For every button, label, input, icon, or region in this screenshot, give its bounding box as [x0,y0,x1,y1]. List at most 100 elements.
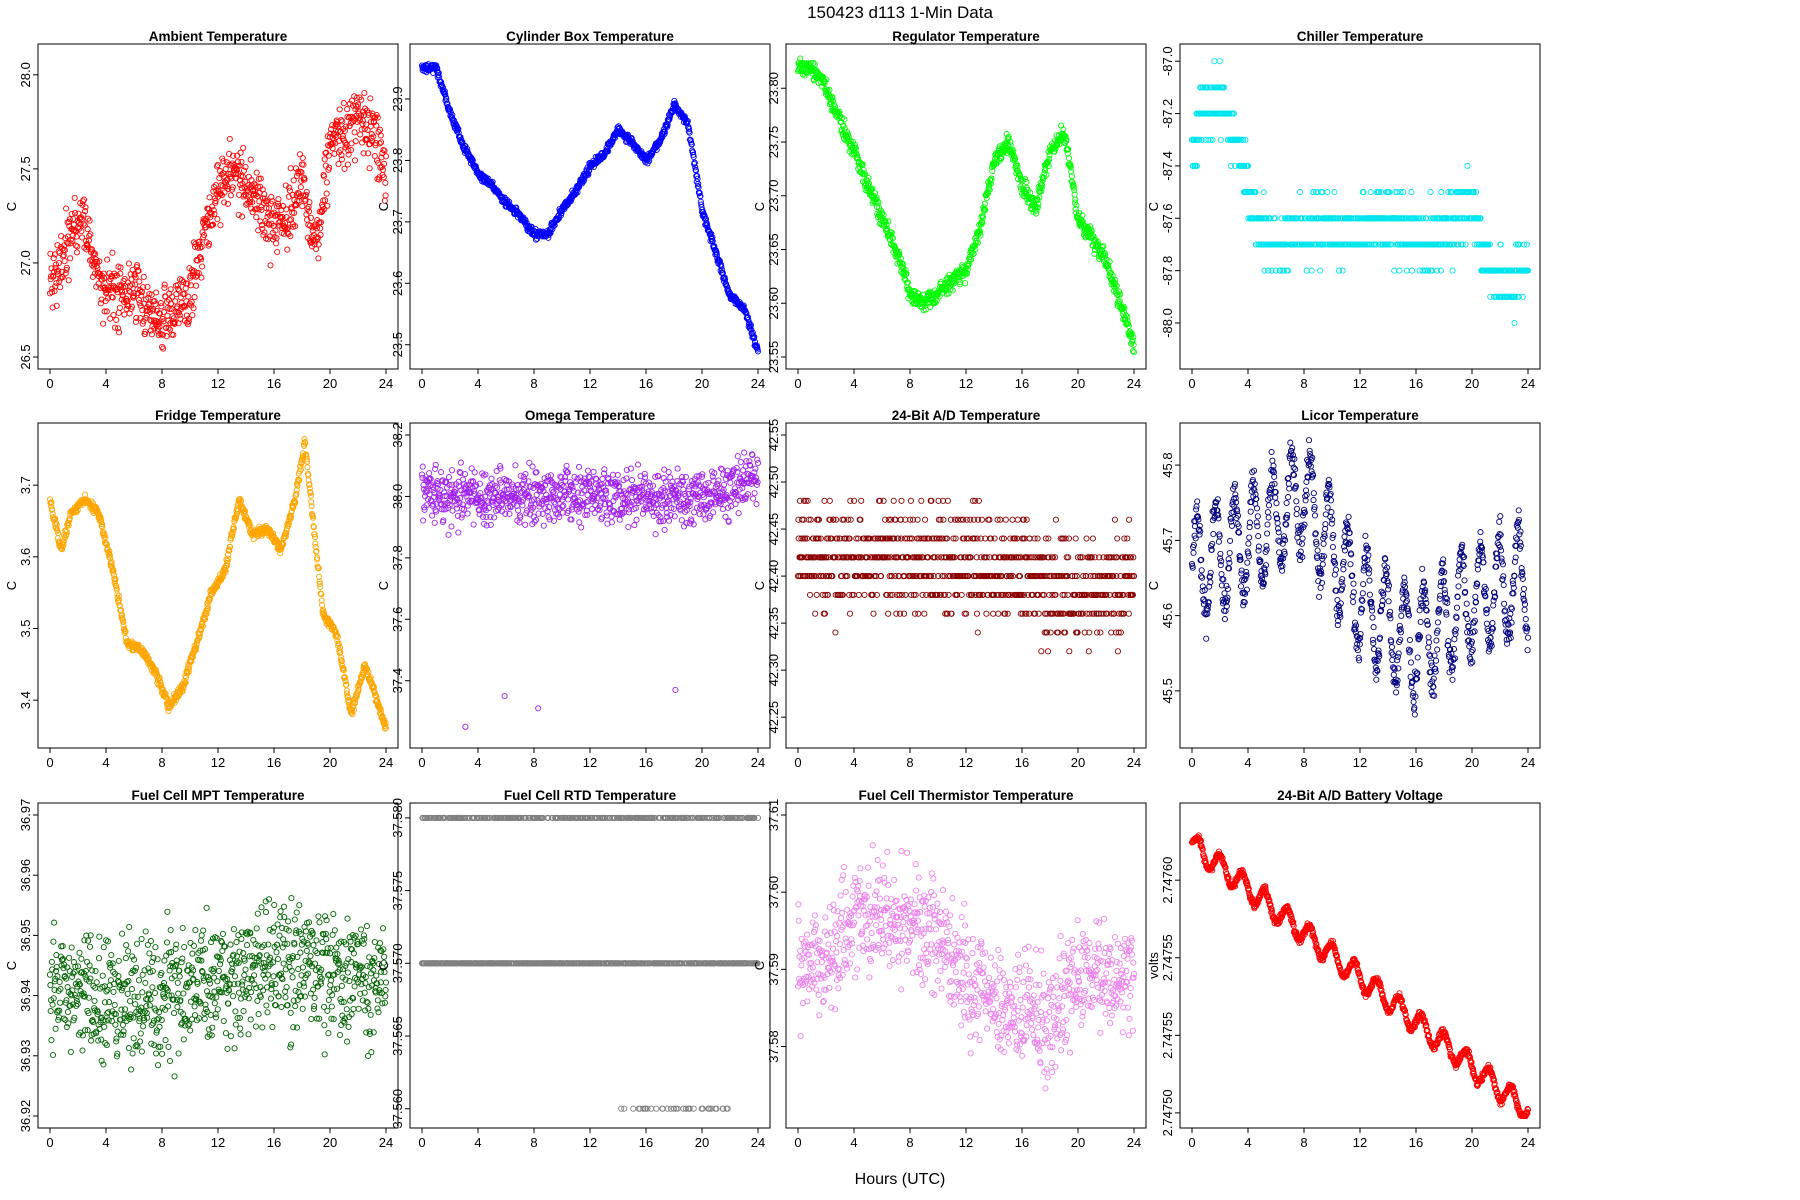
data-point [219,155,226,162]
x-tick-label: 4 [102,755,109,770]
data-point [61,247,68,254]
data-point [80,196,88,203]
data-point [217,222,224,229]
data-point [275,196,282,203]
data-point [282,224,289,231]
data-point [307,214,314,221]
data-point [381,160,388,167]
y-tick-label: -87.0 [1160,46,1175,76]
data-point [247,198,254,206]
y-tick-label: 26.5 [18,344,33,369]
data-point [380,174,387,181]
data-point [230,152,237,159]
data-point [1339,267,1346,274]
plot-frame [409,43,771,370]
data-point [127,289,134,296]
data-point [336,106,343,113]
data-point [94,258,101,265]
data-point [50,255,57,262]
data-point [71,194,78,201]
data-point [240,167,248,174]
data-point [117,264,124,271]
data-point [55,267,62,274]
data-point [198,243,205,251]
data-point [167,320,174,327]
data-point [85,215,92,222]
data-point [374,114,381,121]
data-point [305,208,313,215]
data-point [1449,267,1456,274]
data-point [47,250,54,257]
data-point [66,218,73,225]
data-point [283,206,290,213]
data-point [291,209,298,216]
data-point [176,312,183,319]
data-point [519,502,526,509]
y-tick-label: 23.65 [766,233,781,266]
data-point [488,475,495,482]
data-point [433,68,440,75]
data-point [273,240,280,247]
data-point [152,301,159,308]
data-point [104,256,111,263]
data-point [1367,189,1374,196]
data-point [419,463,426,470]
data-point [491,514,498,521]
data-point [377,132,384,139]
data-point [362,105,369,112]
data-point [185,293,192,300]
data-point [172,298,179,305]
data-point [232,175,239,182]
data-point [306,199,313,206]
data-points [794,55,1138,356]
data-point [197,256,205,263]
x-tick-label: 20 [1465,376,1479,391]
data-point [446,106,454,113]
data-point [289,209,296,216]
data-points [46,89,390,352]
data-point [448,523,455,530]
data-point [441,88,448,95]
x-tick-label: 8 [530,376,537,391]
data-point [141,331,148,338]
data-point [470,521,477,528]
y-tick-label: 23.9 [390,86,405,111]
data-point [101,308,108,315]
data-point [123,305,130,312]
data-point [313,246,320,253]
data-point [156,310,163,317]
data-point [1324,189,1331,196]
data-point [115,309,122,316]
data-point [376,126,384,133]
data-point [345,151,352,158]
x-tick-label: 0 [418,755,425,770]
data-point [429,512,436,519]
data-point [249,199,256,206]
data-point [367,123,374,130]
y-axis-label: C [1146,202,1161,211]
data-point [441,489,448,496]
data-point [253,214,260,221]
data-point [1130,349,1138,356]
data-point [148,331,156,338]
data-points [46,436,390,732]
data-point [78,228,85,235]
data-point [166,305,173,313]
data-point [340,100,347,107]
y-tick-label: 37.8 [390,545,405,570]
data-point [100,320,107,327]
x-tick-label: 0 [46,755,53,770]
data-point [245,193,252,200]
data-point [54,242,61,249]
y-tick-label: 38.0 [390,484,405,509]
data-point [55,259,63,267]
data-point [170,315,177,322]
data-point [171,318,178,325]
y-tick-label: -88.0 [1160,308,1175,338]
x-tick-label: 16 [1015,376,1029,391]
data-point [297,168,304,175]
data-point [282,219,289,227]
y-tick-label: 23.5 [390,332,405,357]
data-point [288,216,295,223]
